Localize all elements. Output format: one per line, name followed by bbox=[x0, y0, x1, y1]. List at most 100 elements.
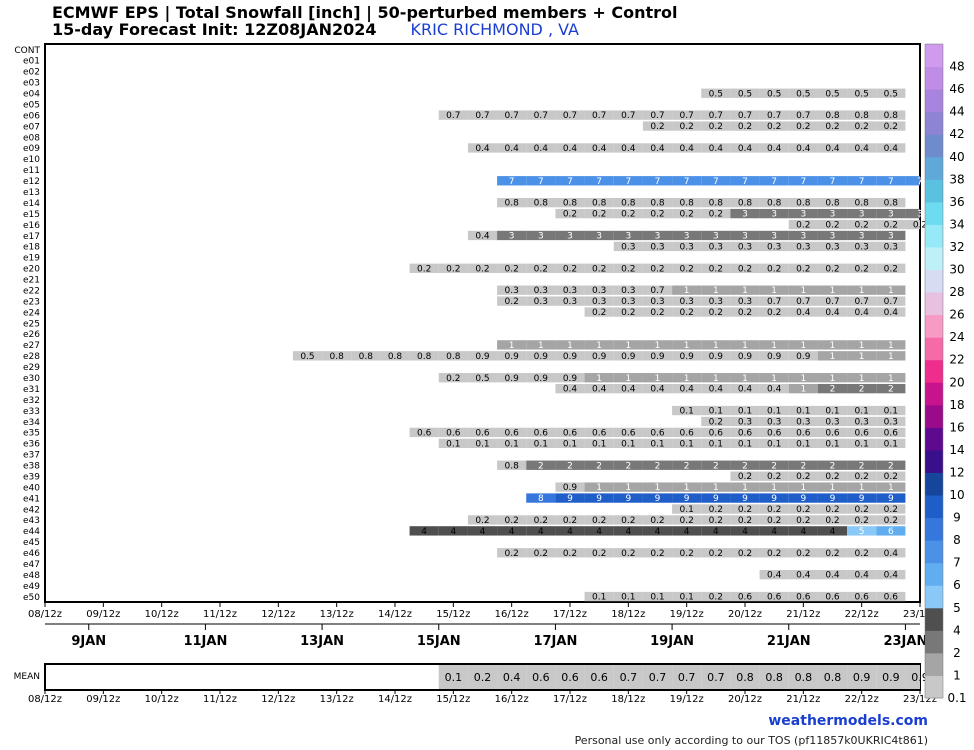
snow-value: 7 bbox=[655, 177, 661, 187]
mean-cell bbox=[847, 665, 877, 689]
snow-value: 2 bbox=[655, 461, 661, 471]
snow-value: 0.5 bbox=[738, 89, 752, 99]
snow-value: 6 bbox=[888, 527, 894, 537]
snow-cell bbox=[847, 460, 877, 470]
colorbar-label: 30 bbox=[949, 263, 964, 277]
snow-value: 0.2 bbox=[738, 308, 752, 318]
snow-cell bbox=[672, 285, 702, 295]
snow-value: 0.8 bbox=[884, 199, 899, 209]
snow-cell bbox=[555, 176, 585, 186]
snow-value: 0.6 bbox=[767, 428, 782, 438]
snow-cell bbox=[788, 263, 818, 273]
snow-value: 0.4 bbox=[884, 308, 899, 318]
snow-value: 2 bbox=[888, 461, 894, 471]
snow-value: 2 bbox=[830, 385, 836, 395]
snow-cell bbox=[701, 307, 731, 317]
snow-cell bbox=[584, 373, 614, 383]
snow-cell bbox=[876, 460, 906, 470]
member-label: e03 bbox=[23, 79, 40, 89]
snow-cell bbox=[817, 591, 848, 602]
snow-value: 4 bbox=[480, 527, 486, 537]
snow-cell bbox=[613, 591, 643, 602]
snow-cell bbox=[876, 208, 906, 219]
snow-cell bbox=[409, 427, 439, 438]
member-label: e19 bbox=[23, 254, 40, 264]
snow-value: 7 bbox=[538, 177, 544, 187]
colorbar-swatch bbox=[925, 449, 943, 473]
snow-cell bbox=[817, 110, 848, 120]
snow-value: 0.1 bbox=[446, 439, 460, 449]
snow-cell bbox=[876, 427, 906, 438]
snow-value: 3 bbox=[917, 210, 923, 220]
snow-cell bbox=[672, 340, 702, 350]
snow-value: 0.4 bbox=[680, 385, 695, 395]
mean-x-tick-label: 22/12z bbox=[845, 694, 879, 705]
member-label: e50 bbox=[23, 593, 40, 603]
snow-cell bbox=[730, 230, 760, 241]
snow-cell bbox=[584, 493, 614, 503]
member-label: e33 bbox=[23, 407, 40, 417]
snow-value: 0.2 bbox=[767, 505, 781, 515]
colorbar-swatch bbox=[925, 404, 943, 428]
snow-value: 0.2 bbox=[825, 505, 839, 515]
snow-value: 0.4 bbox=[825, 571, 840, 581]
member-label: e20 bbox=[23, 265, 40, 275]
member-label: e36 bbox=[23, 440, 40, 450]
snow-cell bbox=[642, 526, 673, 536]
snow-value: 0.7 bbox=[767, 297, 781, 307]
snow-cell bbox=[730, 208, 760, 219]
snow-value: 0.2 bbox=[855, 472, 869, 482]
snow-value: 0.3 bbox=[738, 418, 752, 428]
snow-value: 0.4 bbox=[884, 144, 899, 154]
snow-value: 1 bbox=[800, 286, 806, 296]
snow-cell bbox=[730, 471, 760, 481]
snow-value: 4 bbox=[450, 527, 456, 537]
snow-cell bbox=[730, 416, 760, 427]
snow-value: 0.2 bbox=[884, 264, 898, 274]
snow-cell bbox=[672, 241, 702, 252]
colorbar-swatch bbox=[925, 179, 943, 203]
snow-cell bbox=[817, 416, 848, 427]
brand-link[interactable]: weathermodels.com bbox=[768, 713, 928, 729]
snow-cell bbox=[584, 427, 614, 438]
snow-cell bbox=[701, 526, 731, 536]
snow-cell bbox=[759, 88, 789, 98]
snow-value: 2 bbox=[596, 461, 602, 471]
member-label: e16 bbox=[23, 221, 40, 231]
snow-cell bbox=[817, 296, 848, 306]
member-label: e15 bbox=[23, 210, 40, 220]
snow-cell bbox=[788, 241, 818, 252]
snow-value: 0.2 bbox=[505, 264, 519, 274]
snow-value: 1 bbox=[888, 374, 894, 384]
snow-cell bbox=[817, 493, 848, 503]
snow-cell bbox=[642, 197, 673, 208]
snow-value: 0.4 bbox=[505, 144, 520, 154]
snow-value: 0.2 bbox=[796, 264, 810, 274]
snow-cell bbox=[555, 285, 585, 295]
mean-value: 0.7 bbox=[707, 671, 725, 684]
snow-value: 0.2 bbox=[621, 549, 635, 559]
snow-cell bbox=[817, 526, 848, 536]
snow-value: 9 bbox=[625, 494, 631, 504]
snow-value: 0.4 bbox=[650, 385, 665, 395]
snow-value: 3 bbox=[888, 232, 894, 242]
snow-cell bbox=[584, 340, 614, 350]
snow-cell bbox=[817, 427, 848, 438]
snow-cell bbox=[759, 176, 789, 186]
snow-value: 3 bbox=[684, 232, 690, 242]
snow-cell bbox=[642, 263, 673, 273]
snow-cell bbox=[672, 526, 702, 536]
mean-x-tick-label: 09/12z bbox=[86, 694, 120, 705]
snow-cell bbox=[788, 219, 818, 230]
snow-cell bbox=[701, 373, 731, 383]
snow-cell bbox=[292, 351, 323, 361]
snow-value: 0.5 bbox=[825, 89, 839, 99]
snow-cell bbox=[788, 208, 818, 219]
snow-cell bbox=[555, 208, 585, 219]
snow-cell bbox=[876, 569, 906, 580]
snow-value: 0.2 bbox=[650, 122, 664, 132]
snow-cell bbox=[438, 110, 468, 120]
snow-cell bbox=[584, 548, 614, 558]
snow-value: 0.1 bbox=[884, 439, 898, 449]
colorbar-swatch bbox=[925, 44, 943, 68]
